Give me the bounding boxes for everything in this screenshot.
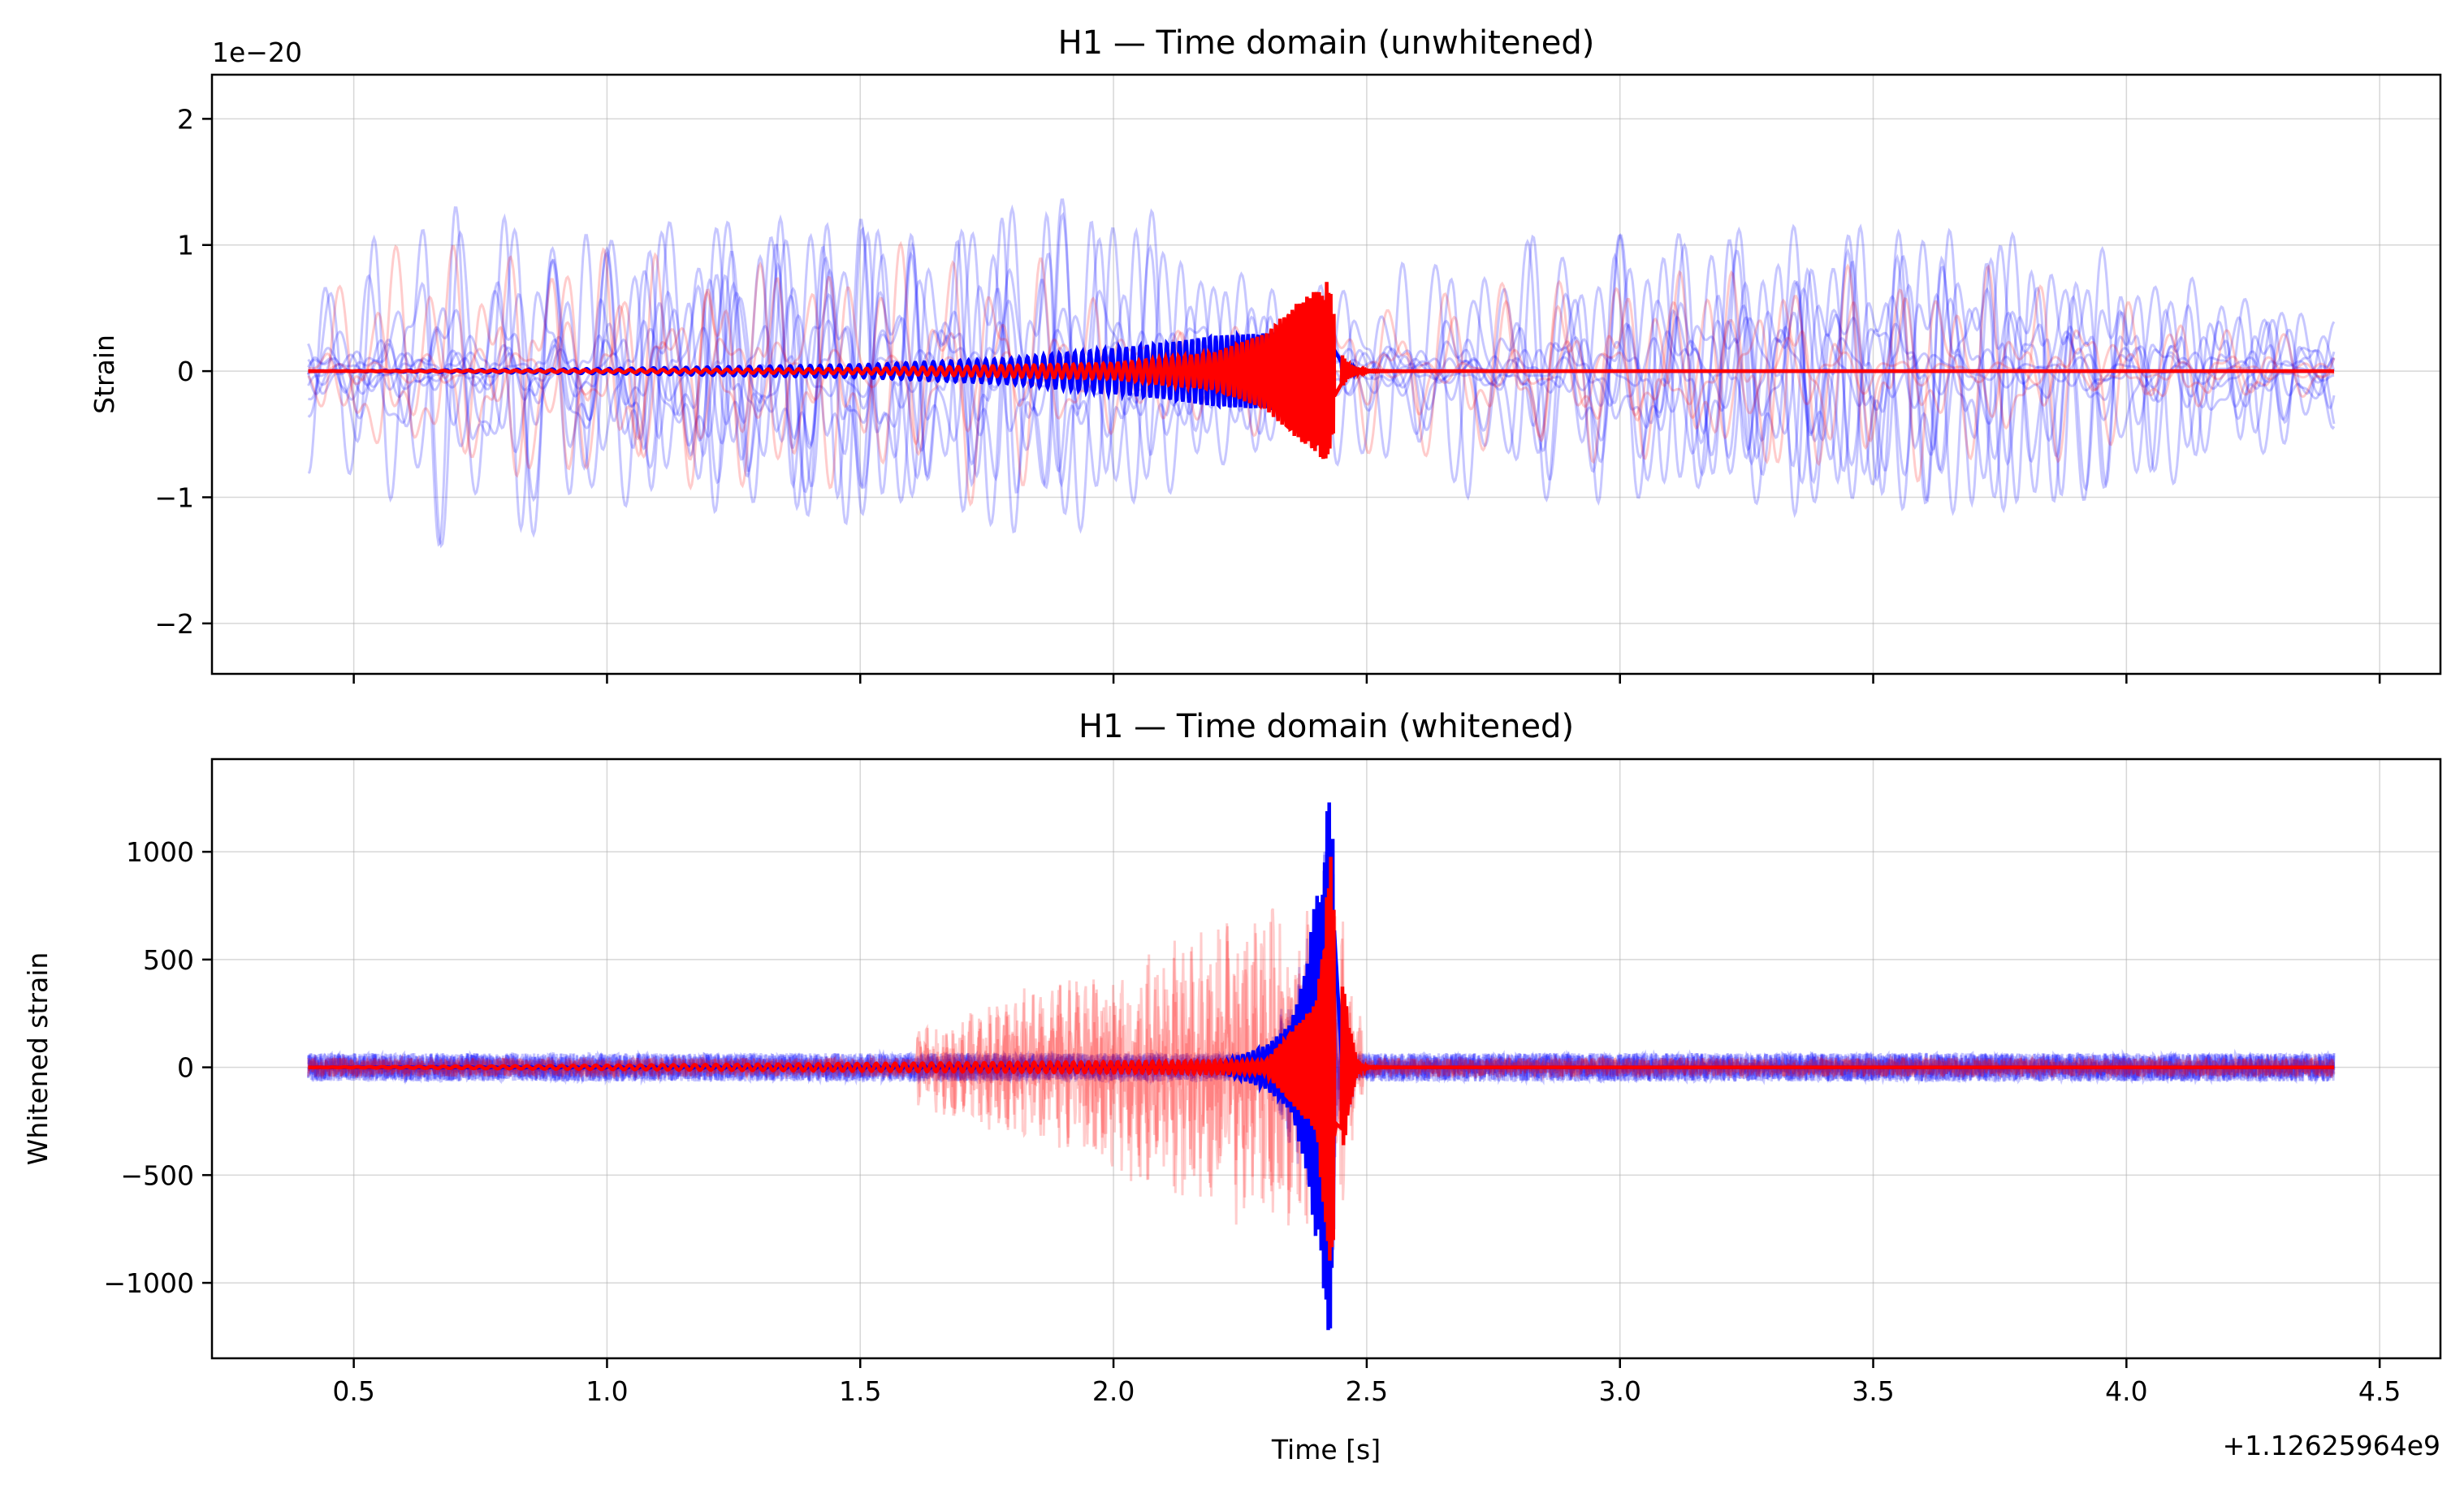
red-chirp-line <box>308 857 2334 1261</box>
y-tick-label: −500 <box>120 1159 194 1191</box>
y-tick-label: 1 <box>177 230 194 261</box>
bottom-axes-frame <box>210 757 2442 1360</box>
top-y-scale-label: 1e−20 <box>212 37 302 68</box>
x-tick-label: 1.5 <box>839 1375 881 1407</box>
y-tick-label: −1 <box>154 481 194 513</box>
y-tick-label: 2 <box>177 103 194 135</box>
red-chirp-line <box>308 282 2334 460</box>
y-tick-label: 500 <box>143 944 194 976</box>
top-y-axis-label: Strain <box>89 334 120 414</box>
x-tick-label: 4.5 <box>2358 1375 2401 1407</box>
bottom-x-offset-label: +1.12625964e9 <box>2223 1430 2440 1461</box>
x-tick-label: 0.5 <box>332 1375 374 1407</box>
x-tick-label: 1.0 <box>586 1375 628 1407</box>
top-x-ticks <box>352 674 2381 684</box>
y-tick-label: 0 <box>177 356 194 387</box>
y-tick-label: 1000 <box>126 836 194 868</box>
x-tick-label: 3.0 <box>1598 1375 1641 1407</box>
top-subplot: −2 −1 0 1 2 H1 — Time domain (unwhitened) St… <box>89 24 2442 684</box>
top-axes-frame <box>210 73 2442 675</box>
bottom-y-ticks: −1000 −500 0 500 1000 <box>103 836 212 1299</box>
x-tick-label: 4.0 <box>2105 1375 2147 1407</box>
bottom-x-axis-label: Time [s] <box>1271 1434 1381 1465</box>
bottom-x-ticks: 0.5 1.0 1.5 2.0 2.5 3.0 3.5 4.0 4.5 <box>332 1358 2401 1407</box>
x-tick-label: 3.5 <box>1852 1375 1894 1407</box>
x-tick-label: 2.5 <box>1346 1375 1388 1407</box>
top-traces <box>307 198 2336 549</box>
y-tick-label: 0 <box>177 1052 194 1084</box>
y-tick-label: −1000 <box>103 1267 194 1299</box>
bottom-subplot: 0.5 1.0 1.5 2.0 2.5 3.0 3.5 4.0 4.5 −1000 −500 0 50… <box>22 708 2442 1465</box>
bottom-chart-title: H1 — Time domain (whitened) <box>1079 708 1574 745</box>
top-chart-title: H1 — Time domain (unwhitened) <box>1058 24 1595 62</box>
y-tick-label: −2 <box>154 608 194 640</box>
x-tick-label: 2.0 <box>1092 1375 1135 1407</box>
top-gridlines <box>212 75 2440 674</box>
top-y-ticks: −2 −1 0 1 2 <box>154 103 212 640</box>
bottom-traces <box>307 802 2336 1331</box>
bottom-y-axis-label: Whitened strain <box>22 952 54 1166</box>
